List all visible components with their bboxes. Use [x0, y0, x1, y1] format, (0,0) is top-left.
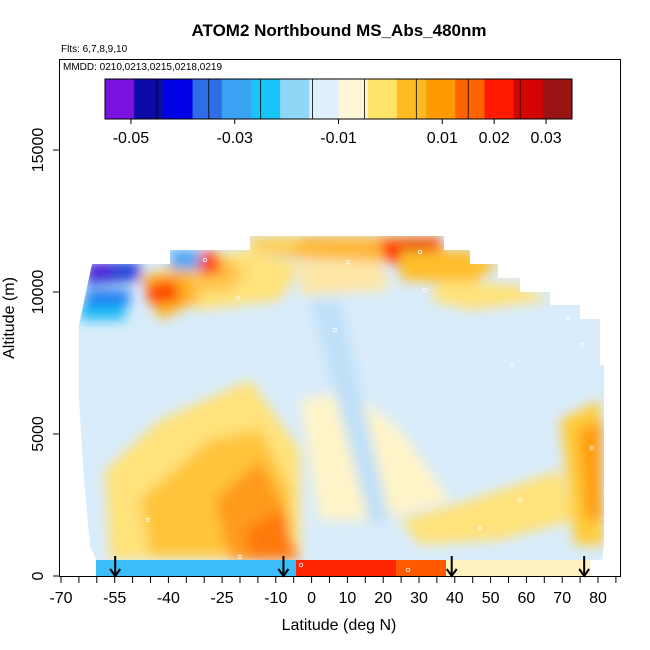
colorbar-tick-label: -0.03 — [216, 130, 253, 147]
heatmap-field — [79, 236, 604, 576]
x-tick-label: 10 — [339, 590, 357, 607]
colorbar-swatch — [105, 79, 135, 119]
plot-frame — [59, 59, 621, 577]
x-tick-label: 40 — [446, 590, 464, 607]
colorbar-swatch — [455, 79, 485, 119]
colorbar-tick-label: 0.01 — [427, 130, 458, 147]
x-tick-label: 30 — [410, 590, 428, 607]
profile-arrow — [277, 556, 290, 578]
x-tick-label: -25 — [211, 590, 234, 607]
x-tick-label: 70 — [553, 590, 571, 607]
y-tick-label: 5000 — [30, 416, 47, 452]
colorbar: MMDD: 0210,0213,0215,0218,0219 -0.05 -0.0… — [63, 62, 573, 147]
colorbar-swatch — [396, 79, 427, 119]
x-tick-label: 80 — [589, 590, 607, 607]
colorbar-swatch — [426, 79, 456, 119]
y-tick-label: 0 — [30, 571, 47, 580]
profile-arrow — [109, 556, 122, 578]
plot-area: MMDD: 0210,0213,0215,0218,0219 -0.05 -0.0… — [30, 59, 621, 607]
profile-arrow — [578, 556, 590, 578]
colorbar-swatch — [250, 79, 281, 119]
colorbar-swatch — [309, 79, 339, 119]
y-tick-label: 10000 — [30, 270, 47, 315]
sample-markers — [145, 249, 595, 573]
y-tick-label: 15000 — [30, 128, 47, 173]
y-axis-label: Altitude (m) — [1, 277, 18, 359]
colorbar-swatch — [280, 79, 310, 119]
colorbar-swatch — [542, 79, 573, 119]
colorbar-swatch — [513, 79, 544, 119]
flights-annotation: Flts: 6,7,8,9,10 — [61, 44, 128, 55]
colorbar-swatch — [163, 79, 194, 119]
colorbar-tick-label: -0.05 — [113, 130, 150, 147]
colorbar-swatch — [221, 79, 252, 119]
colorbar-swatch — [367, 79, 398, 119]
x-axis-label: Latitude (deg N) — [282, 617, 397, 634]
x-tick-label: 20 — [374, 590, 392, 607]
x-tick-label: 0 — [307, 590, 316, 607]
colorbar-tick-label: 0.02 — [479, 130, 510, 147]
x-tick-label: -55 — [103, 590, 126, 607]
colorbar-tick-label: -0.01 — [320, 130, 357, 147]
x-tick-label: 60 — [518, 590, 536, 607]
profile-arrow — [445, 556, 458, 578]
dates-annotation: MMDD: 0210,0213,0215,0218,0219 — [63, 62, 222, 73]
colorbar-swatch — [338, 79, 369, 119]
x-tick-label: -40 — [157, 590, 180, 607]
chart-title: ATOM2 Northbound MS_Abs_480nm — [191, 21, 486, 40]
x-tick-label: -70 — [49, 590, 72, 607]
x-tick-label: -10 — [264, 590, 287, 607]
colorbar-tick-label: 0.03 — [530, 130, 561, 147]
colorbar-swatch — [134, 79, 164, 119]
profile-arrows — [109, 556, 590, 578]
colorbar-swatch — [192, 79, 223, 119]
colorbar-swatch — [484, 79, 515, 119]
x-tick-label: 50 — [482, 590, 500, 607]
